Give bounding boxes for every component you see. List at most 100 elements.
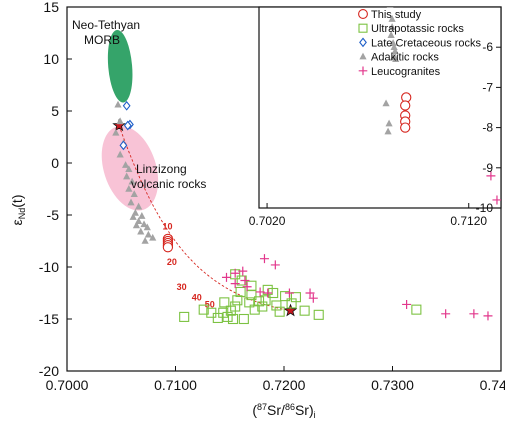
mixing-label-10: 10 [162,222,172,232]
morb-label-line2: MORB [84,33,120,47]
linzizong-label-line1: Linzizong [136,162,187,176]
point-leucogranites-12 [441,309,451,319]
mixing-label-40: 40 [192,292,202,302]
point-adakitic-rocks-16 [140,220,148,228]
x-axis-label-open: ( [252,402,257,418]
point-leucogranites-1 [230,279,240,289]
legend-label-leucogranites: Leucogranites [371,66,441,78]
y-tick-label-7: -20 [39,363,59,379]
point-ultrapotassic-rocks-23 [290,292,301,303]
point-ultrapotassic-rocks-17 [260,295,271,306]
legend-label-ultrapotassic-rocks: Ultrapotassic rocks [371,23,464,35]
point-leucogranites-0 [221,272,231,282]
x-tick-label-0: 0.7000 [46,377,89,393]
inset-point-adakitic-rocks-6 [391,47,399,55]
x-tick-label-2: 0.7200 [263,377,306,393]
point-ultrapotassic-rocks-20 [274,306,285,317]
point-leucogranites-8 [284,288,294,298]
linzizong-label-line2: volcanic rocks [131,177,206,191]
point-adakitic-rocks-18 [137,227,145,235]
legend-marker-this-study [358,9,368,19]
x-axis-label-sup2: 86 [285,402,295,412]
point-adakitic-rocks-5 [121,161,130,168]
point-adakitic-rocks-7 [123,172,131,180]
inset-point-adakitic-rocks-5 [390,43,398,50]
axes-layer: 0.70000.71000.72000.73000.7400151050-5-1… [39,0,505,393]
inset-y-tick-label-2: -8 [482,121,493,135]
mixing-label-20: 20 [167,257,177,267]
y-axis-label: εNd(t) [9,195,27,226]
y-axis-label-tail: (t) [9,195,25,208]
point-adakitic-rocks-19 [144,230,152,238]
mixing-curve [118,125,291,312]
inset-point-leucogranites-0 [486,171,496,181]
point-adakitic-rocks-6 [125,165,133,173]
morb-label-line1: Neo-Tethyan [72,18,140,32]
point-adakitic-rocks-17 [143,223,151,231]
legend-label-this-study: This study [371,9,422,21]
y-tick-label-3: 0 [51,155,59,171]
point-leucogranites-5 [259,254,269,264]
points-layer [112,100,493,325]
point-late-cretaceous-rocks-2 [123,120,132,131]
y-tick-label-5: -10 [39,259,59,275]
point-ultrapotassic-rocks-29 [246,280,257,291]
legend-marker-ultrapotassic-rocks [358,23,368,33]
inset-point-adakitic-rocks-1 [386,7,394,8]
point-adakitic-rocks-20 [149,233,157,241]
x-axis-label: (87Sr/86Sr)i [252,402,315,420]
y-axis-label-main: ε [9,219,25,225]
point-adakitic-rocks-23 [129,213,137,220]
point-ultrapotassic-rocks-15 [253,296,265,307]
legend-label-late-cretaceous-rocks: Late Cretaceous rocks [371,37,482,49]
inset-point-adakitic-rocks-3 [387,31,395,38]
legend-label-adakitic-rocks: Adakitic rocks [371,52,439,64]
point-adakitic-rocks-22 [132,221,141,229]
point-adakitic-rocks-0 [114,100,122,108]
inset-point-this-study-1 [400,100,411,111]
mixing-label-30: 30 [177,282,187,292]
point-leucogranites-6 [263,288,273,298]
inset-y-tick-label-3: -9 [482,161,493,175]
inset-point-adakitic-rocks-9 [388,15,396,22]
inset-point-adakitic-rocks-8 [392,55,400,63]
inset-point-this-study-4 [400,122,411,133]
point-ultrapotassic-rocks-25 [313,309,324,320]
point-ultrapotassic-rocks-26 [411,304,422,315]
inset-y-tick-label-0: -6 [482,40,493,54]
point-leucogranites-16 [230,268,240,278]
legend: This study Ultrapotassic rocks Late Cretac… [358,9,482,78]
y-tick-label-2: 5 [51,103,59,119]
point-leucogranites-14 [483,311,493,321]
x-axis-label-sub: i [314,410,316,420]
point-adakitic-rocks-10 [130,190,138,197]
y-axis-label-sub: Nd [17,208,27,220]
inset-point-adakitic-rocks-10 [382,99,390,107]
point-leucogranites-13 [469,309,479,319]
point-adakitic-rocks-1 [116,117,124,125]
inset-point-adakitic-rocks-2 [388,23,396,30]
endmember-star-1 [283,303,298,317]
point-leucogranites-3 [240,276,250,286]
x-axis-label-mid: Sr/ [267,402,285,418]
point-ultrapotassic-rocks-2 [206,307,217,318]
inset-x-tick-label-1: 0.7120 [450,214,487,228]
point-leucogranites-11 [402,299,412,309]
inset-y-tick-label-1: -7 [482,80,493,94]
x-tick-label-3: 0.7300 [371,377,414,393]
point-ultrapotassic-rocks-19 [271,300,282,311]
y-tick-label-1: 10 [43,51,59,67]
inset-point-adakitic-rocks-11 [384,127,392,135]
point-leucogranites-15 [255,287,265,297]
point-ultrapotassic-rocks-12 [244,297,255,308]
point-this-study-4 [162,242,174,253]
inset-point-adakitic-rocks-4 [389,39,397,46]
point-ultrapotassic-rocks-30 [219,297,230,308]
inset-plot: 0.7020 0.7120 -6 -7 -8 -9 -10 This study Ultrap… [249,6,502,228]
point-ultrapotassic-rocks-28 [227,313,239,325]
point-late-cretaceous-rocks-3 [119,140,128,151]
point-ultrapotassic-rocks-24 [299,305,310,316]
inset-point-leucogranites-1 [492,195,501,205]
